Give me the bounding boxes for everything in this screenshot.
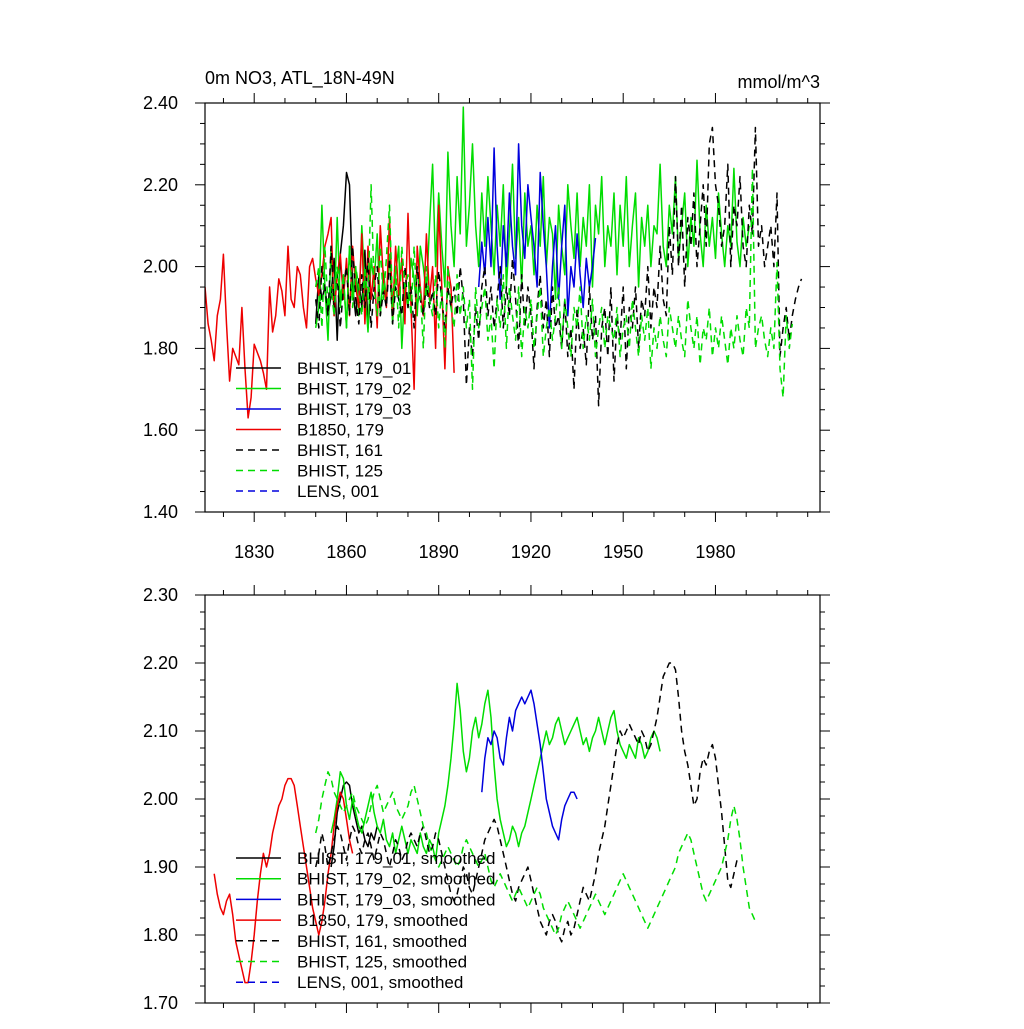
top-chart-units: mmol/m^3 — [738, 72, 820, 92]
bottom-y-tick-label: 2.10 — [143, 721, 178, 741]
bottom-y-tick-label: 1.80 — [143, 925, 178, 945]
bottom-legend-label: B1850, 179, smoothed — [297, 911, 468, 930]
bottom-chart-panel: 1.70 1.80 1.90 2.00 2.10 2.20 2.30 BHIST, 179_0… — [143, 585, 830, 1013]
top-legend-label: B1850, 179 — [297, 421, 384, 440]
bottom-legend-label: BHIST, 125, smoothed — [297, 953, 467, 972]
bottom-legend-label: LENS, 001, smoothed — [297, 973, 463, 992]
top-x-tick-label: 1920 — [511, 542, 551, 562]
bottom-series-line-4 — [314, 662, 738, 943]
bottom-series-group — [213, 662, 757, 984]
top-legend-label: BHIST, 161 — [297, 441, 383, 460]
bottom-legend-label: BHIST, 161, smoothed — [297, 932, 467, 951]
bottom-legend-label: BHIST, 179_02, smoothed — [297, 870, 495, 889]
top-x-tick-label: 1980 — [695, 542, 735, 562]
top-y-tick-label: 2.40 — [143, 93, 178, 113]
bottom-series-line-1 — [330, 682, 661, 861]
top-x-tick-label: 1860 — [326, 542, 366, 562]
top-series-line-3 — [205, 204, 455, 419]
top-legend-label: LENS, 001 — [297, 482, 379, 501]
bottom-series-line-5 — [314, 771, 757, 936]
top-chart-title: 0m NO3, ATL_18N-49N — [205, 68, 395, 89]
top-x-tick-label: 1830 — [234, 542, 274, 562]
top-y-tick-label: 2.20 — [143, 175, 178, 195]
top-series-line-5 — [314, 167, 794, 399]
bottom-legend-label: BHIST, 179_03, smoothed — [297, 890, 495, 909]
top-series-line-2 — [477, 143, 597, 329]
top-legend-label: BHIST, 179_02 — [297, 380, 411, 399]
top-legend-label: BHIST, 179_03 — [297, 400, 411, 419]
top-y-tick-label: 1.40 — [143, 502, 178, 522]
bottom-y-tick-label: 2.30 — [143, 585, 178, 605]
bottom-legend: BHIST, 179_01, smoothed BHIST, 179_02, sm… — [236, 849, 495, 992]
bottom-y-tick-label: 2.00 — [143, 789, 178, 809]
bottom-y-tick-label: 1.90 — [143, 857, 178, 877]
top-legend-label: BHIST, 179_01 — [297, 359, 411, 378]
top-legend-label: BHIST, 125 — [297, 462, 383, 481]
bottom-y-tick-label: 2.20 — [143, 653, 178, 673]
top-series-line-4 — [314, 126, 803, 407]
bottom-series-line-3 — [213, 777, 354, 984]
top-x-tick-label: 1890 — [419, 542, 459, 562]
top-chart-panel: 1.40 1.60 1.80 2.00 2.20 2.40 1830 1860 1890 1920… — [143, 93, 830, 562]
top-y-tick-label: 1.60 — [143, 420, 178, 440]
bottom-legend-label: BHIST, 179_01, smoothed — [297, 849, 495, 868]
top-x-tick-label: 1950 — [603, 542, 643, 562]
top-y-tick-label: 2.00 — [143, 257, 178, 277]
top-series-group — [205, 106, 803, 419]
top-y-tick-label: 1.80 — [143, 338, 178, 358]
bottom-y-tick-label: 1.70 — [143, 993, 178, 1013]
bottom-series-line-0 — [330, 781, 378, 868]
bottom-series-line-2 — [481, 689, 578, 841]
